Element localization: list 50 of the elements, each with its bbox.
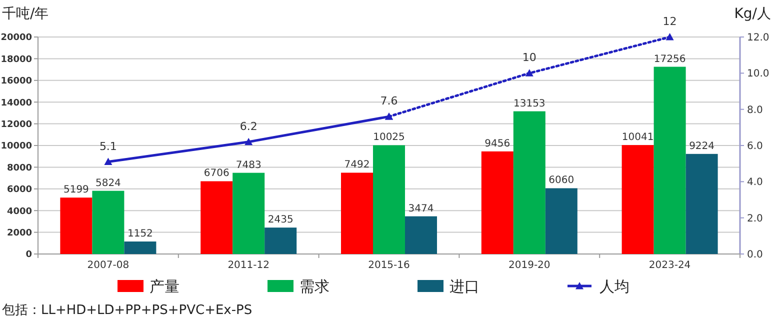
y2-tick-label: 10.0 <box>747 68 770 80</box>
data-label: 2435 <box>268 214 294 226</box>
y2-axis-title: Kg/人 <box>734 6 771 22</box>
y2-tick-label: 0.0 <box>747 250 763 260</box>
legend-label: 人均 <box>600 277 630 296</box>
y-tick-label: 4000 <box>6 206 32 217</box>
y-tick-label: 20000 <box>0 33 32 44</box>
data-label: 5.1 <box>99 140 117 153</box>
x-tick-label: 2019-20 <box>508 260 550 271</box>
data-label: 5199 <box>63 184 89 196</box>
data-label: 12 <box>662 15 677 28</box>
y2-tick-label: 2.0 <box>747 213 763 224</box>
y-tick-label: 10000 <box>0 142 32 152</box>
data-label: 5824 <box>95 178 121 189</box>
y-tick-label: 16000 <box>0 76 32 87</box>
legend-label: 需求 <box>300 277 330 296</box>
y-tick-label: 8000 <box>6 163 32 174</box>
data-label: 10041 <box>622 132 654 144</box>
legend-label: 产量 <box>150 277 180 296</box>
data-label: 10025 <box>373 132 405 144</box>
data-label: 6.2 <box>240 120 258 133</box>
legend-label: 进口 <box>450 277 480 296</box>
x-tick-label: 2015-16 <box>368 260 410 271</box>
data-label: 3474 <box>408 203 434 214</box>
data-label: 9224 <box>689 140 715 152</box>
data-label: 6706 <box>204 168 230 180</box>
y-tick-label: 12000 <box>0 120 32 130</box>
data-label: 1152 <box>127 228 153 240</box>
y-tick-label: 18000 <box>0 54 32 65</box>
data-label: 7.6 <box>380 94 398 108</box>
text: 包括：LL+HD+LD+PP+PS+PVC+Ex-PS <box>2 303 252 318</box>
data-label: 7483 <box>236 160 262 171</box>
x-tick-label: 2023-24 <box>648 260 691 271</box>
y2-tick-label: 8.0 <box>747 104 763 116</box>
y-tick-label: 6000 <box>6 185 32 196</box>
y2-tick-label: 12.0 <box>747 32 770 44</box>
data-label: 17256 <box>654 54 686 65</box>
data-label: 7492 <box>344 160 370 171</box>
x-tick-label: 2011-12 <box>228 260 270 271</box>
data-label: 9456 <box>484 138 510 150</box>
y-tick-label: 0 <box>26 250 32 260</box>
y2-tick-label: 6.0 <box>747 141 763 152</box>
data-label: 10 <box>522 51 536 64</box>
y2-tick-label: 4.0 <box>747 177 763 188</box>
y-tick-label: 14000 <box>0 98 32 108</box>
data-label: 13153 <box>513 98 546 110</box>
y-tick-label: 2000 <box>6 228 32 238</box>
data-label: 6060 <box>548 175 574 186</box>
y-axis-title: 千吨/年 <box>2 6 49 22</box>
x-tick-label: 2007-08 <box>87 260 130 271</box>
